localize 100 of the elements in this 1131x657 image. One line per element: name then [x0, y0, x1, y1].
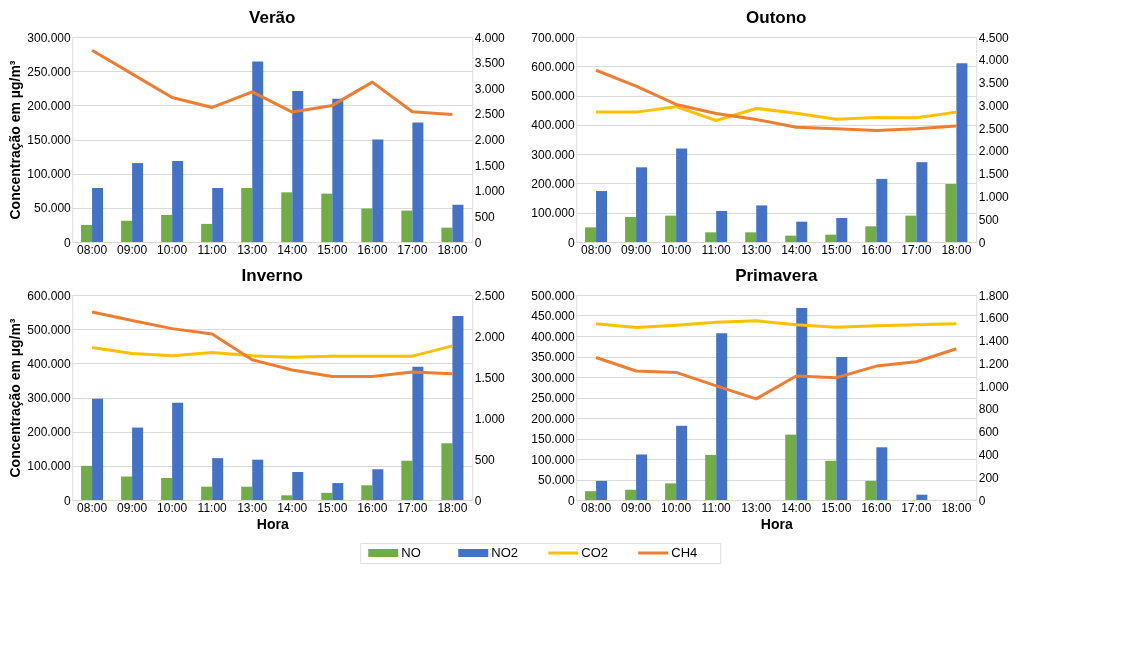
bar — [281, 495, 293, 500]
bar — [332, 98, 344, 242]
bar — [92, 398, 104, 500]
y2-tick-label: 400 — [978, 447, 1000, 462]
y-tick-label: 150.000 — [27, 133, 72, 147]
bar — [201, 223, 213, 242]
bar — [212, 188, 224, 242]
bar — [825, 460, 837, 500]
x-tick-label: 10:00 — [661, 242, 692, 257]
line-series — [594, 347, 958, 401]
x-tick-label: 16:00 — [357, 242, 388, 257]
bar — [401, 460, 413, 500]
y-tick-label: 50.000 — [34, 201, 72, 216]
y-tick-label: 100.000 — [531, 452, 576, 467]
y2-tick-label: 1.800 — [978, 288, 1010, 303]
x-tick-label: 17:00 — [397, 500, 428, 515]
x-tick-label: 09:00 — [621, 500, 652, 515]
bar — [756, 205, 768, 242]
y-tick-label: 150.000 — [531, 432, 576, 446]
y-axis-title: Concentração em µg/m³ — [7, 60, 24, 220]
x-tick-label: 14:00 — [781, 500, 812, 515]
x-tick-label: 11:00 — [197, 500, 228, 515]
x-tick-label: 16:00 — [861, 242, 892, 257]
y2-tick-label: 600 — [978, 425, 1000, 440]
bar — [705, 454, 717, 500]
bar — [836, 356, 848, 500]
bar — [452, 204, 464, 242]
x-tick-label: 11:00 — [701, 242, 732, 257]
y-tick-label: 100.000 — [27, 167, 72, 182]
y-tick-label: 300.000 — [531, 370, 576, 385]
y-tick-label: 200.000 — [27, 425, 72, 440]
y2-tick-label: 2.000 — [474, 329, 506, 344]
line-series — [90, 344, 454, 359]
bar — [785, 434, 797, 500]
bar — [81, 224, 93, 242]
bar — [361, 485, 373, 500]
y2-tick-label: 3.500 — [474, 56, 506, 71]
x-tick-label: 17:00 — [901, 500, 932, 515]
y-tick-label: 200.000 — [27, 98, 72, 113]
x-tick-label: 10:00 — [157, 500, 188, 515]
y2-tick-label: 800 — [978, 402, 1000, 417]
bar — [825, 234, 837, 242]
y-tick-label: 200.000 — [531, 176, 576, 191]
x-axis-title: Hora — [760, 515, 793, 532]
y-tick-label: 100.000 — [27, 459, 72, 474]
bar — [412, 122, 424, 242]
bar — [585, 491, 597, 500]
y-tick-label: 500.000 — [27, 322, 72, 337]
y-tick-label: 0 — [64, 493, 72, 508]
y2-tick-label: 1.500 — [474, 370, 506, 385]
x-tick-label: 08:00 — [77, 500, 108, 515]
y-tick-label: 400.000 — [531, 118, 576, 133]
x-tick-label: 09:00 — [621, 242, 652, 257]
bar — [836, 217, 848, 242]
y2-tick-label: 2.500 — [474, 288, 506, 303]
y2-tick-label: 2.500 — [474, 107, 506, 122]
chart-title: Inverno — [241, 266, 303, 285]
bar — [252, 61, 264, 242]
x-tick-label: 13:00 — [237, 242, 268, 257]
y-tick-label: 450.000 — [531, 309, 576, 323]
x-tick-label: 18:00 — [941, 242, 972, 257]
x-tick-label: 18:00 — [437, 242, 468, 257]
bar — [636, 454, 648, 500]
y2-tick-label: 4.500 — [978, 30, 1010, 45]
y-tick-label: 300.000 — [27, 30, 72, 45]
y2-tick-label: 4.000 — [978, 53, 1010, 68]
bar — [865, 480, 877, 500]
bar — [441, 443, 453, 500]
y2-tick-label: 1.000 — [978, 379, 1010, 394]
bar — [292, 90, 304, 242]
y2-tick-label: 3.500 — [978, 76, 1010, 91]
x-tick-label: 13:00 — [741, 500, 772, 515]
bar — [292, 471, 304, 500]
line-series — [594, 319, 958, 330]
x-tick-label: 15:00 — [317, 242, 348, 257]
legend-label: CO2 — [581, 545, 608, 560]
bar — [121, 220, 133, 242]
bar — [172, 161, 184, 242]
y2-tick-label: 1.000 — [978, 189, 1010, 204]
bar — [372, 469, 384, 500]
y2-tick-label: 0 — [978, 493, 986, 508]
bar — [132, 163, 144, 242]
chart-title: Primavera — [735, 266, 818, 285]
y-tick-label: 600.000 — [531, 59, 576, 74]
y-tick-label: 250.000 — [27, 64, 72, 79]
bar — [321, 492, 333, 500]
y2-tick-label: 1.000 — [474, 411, 506, 426]
y2-tick-label: 2.000 — [474, 133, 506, 147]
y2-tick-label: 500 — [978, 212, 1000, 227]
y-tick-label: 500.000 — [531, 288, 576, 303]
x-tick-label: 11:00 — [197, 242, 228, 257]
y-tick-label: 300.000 — [531, 147, 576, 162]
x-tick-label: 17:00 — [397, 242, 428, 257]
bar — [745, 232, 757, 242]
bar — [401, 210, 413, 242]
line-series — [90, 48, 454, 116]
bar — [596, 480, 608, 500]
bar — [796, 221, 808, 242]
x-tick-label: 15:00 — [317, 500, 348, 515]
bar — [172, 402, 184, 500]
